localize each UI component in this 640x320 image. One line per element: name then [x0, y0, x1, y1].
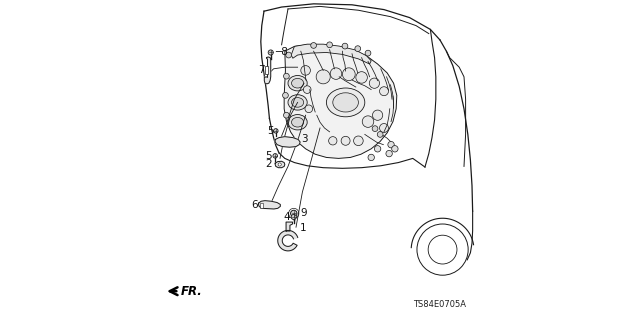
Text: 6: 6 — [251, 200, 257, 210]
Circle shape — [388, 141, 394, 148]
Circle shape — [362, 116, 374, 127]
Polygon shape — [275, 161, 285, 168]
Circle shape — [369, 78, 380, 88]
Circle shape — [268, 50, 273, 55]
Ellipse shape — [333, 93, 358, 112]
Circle shape — [392, 146, 398, 152]
Text: 5: 5 — [267, 126, 273, 136]
Bar — [260, 203, 264, 208]
Ellipse shape — [288, 115, 307, 130]
Ellipse shape — [292, 78, 304, 88]
Circle shape — [342, 68, 355, 81]
Circle shape — [378, 132, 383, 137]
Text: 3: 3 — [301, 134, 307, 144]
Text: 9: 9 — [300, 208, 307, 219]
Text: 5: 5 — [266, 151, 272, 161]
Text: 1: 1 — [300, 223, 306, 234]
Circle shape — [283, 92, 288, 98]
Circle shape — [374, 146, 381, 152]
Circle shape — [329, 137, 337, 145]
Circle shape — [291, 214, 296, 220]
Polygon shape — [259, 201, 280, 209]
Polygon shape — [286, 222, 292, 231]
Circle shape — [285, 52, 292, 58]
Bar — [265, 66, 269, 74]
Circle shape — [380, 124, 388, 132]
Text: ─8: ─8 — [275, 47, 288, 58]
Text: 4: 4 — [284, 212, 290, 222]
Text: 7: 7 — [258, 65, 264, 76]
Circle shape — [273, 154, 278, 158]
Ellipse shape — [288, 95, 307, 110]
Circle shape — [372, 126, 378, 132]
Text: FR.: FR. — [181, 285, 202, 298]
Circle shape — [278, 163, 282, 166]
Polygon shape — [264, 57, 271, 84]
Circle shape — [365, 50, 371, 56]
Circle shape — [327, 42, 333, 48]
Circle shape — [284, 73, 289, 79]
Polygon shape — [291, 44, 371, 64]
Circle shape — [355, 46, 361, 52]
Circle shape — [274, 129, 278, 133]
Circle shape — [303, 86, 311, 93]
Circle shape — [353, 136, 364, 146]
Ellipse shape — [288, 76, 307, 91]
Ellipse shape — [326, 88, 365, 117]
Circle shape — [356, 72, 367, 83]
Circle shape — [301, 66, 310, 75]
Circle shape — [284, 112, 289, 118]
Circle shape — [368, 154, 374, 161]
Polygon shape — [275, 137, 300, 147]
Circle shape — [342, 43, 348, 49]
Circle shape — [380, 87, 388, 96]
Ellipse shape — [292, 98, 304, 107]
Circle shape — [316, 70, 330, 84]
Text: TS84E0705A: TS84E0705A — [413, 300, 466, 309]
Circle shape — [341, 136, 350, 145]
Polygon shape — [284, 45, 397, 158]
Circle shape — [305, 105, 312, 113]
Circle shape — [291, 210, 297, 217]
Text: 2: 2 — [266, 159, 272, 170]
Ellipse shape — [292, 117, 304, 127]
Circle shape — [372, 110, 383, 120]
Polygon shape — [278, 230, 298, 251]
Circle shape — [330, 68, 342, 79]
Circle shape — [311, 43, 317, 48]
Circle shape — [386, 150, 392, 157]
